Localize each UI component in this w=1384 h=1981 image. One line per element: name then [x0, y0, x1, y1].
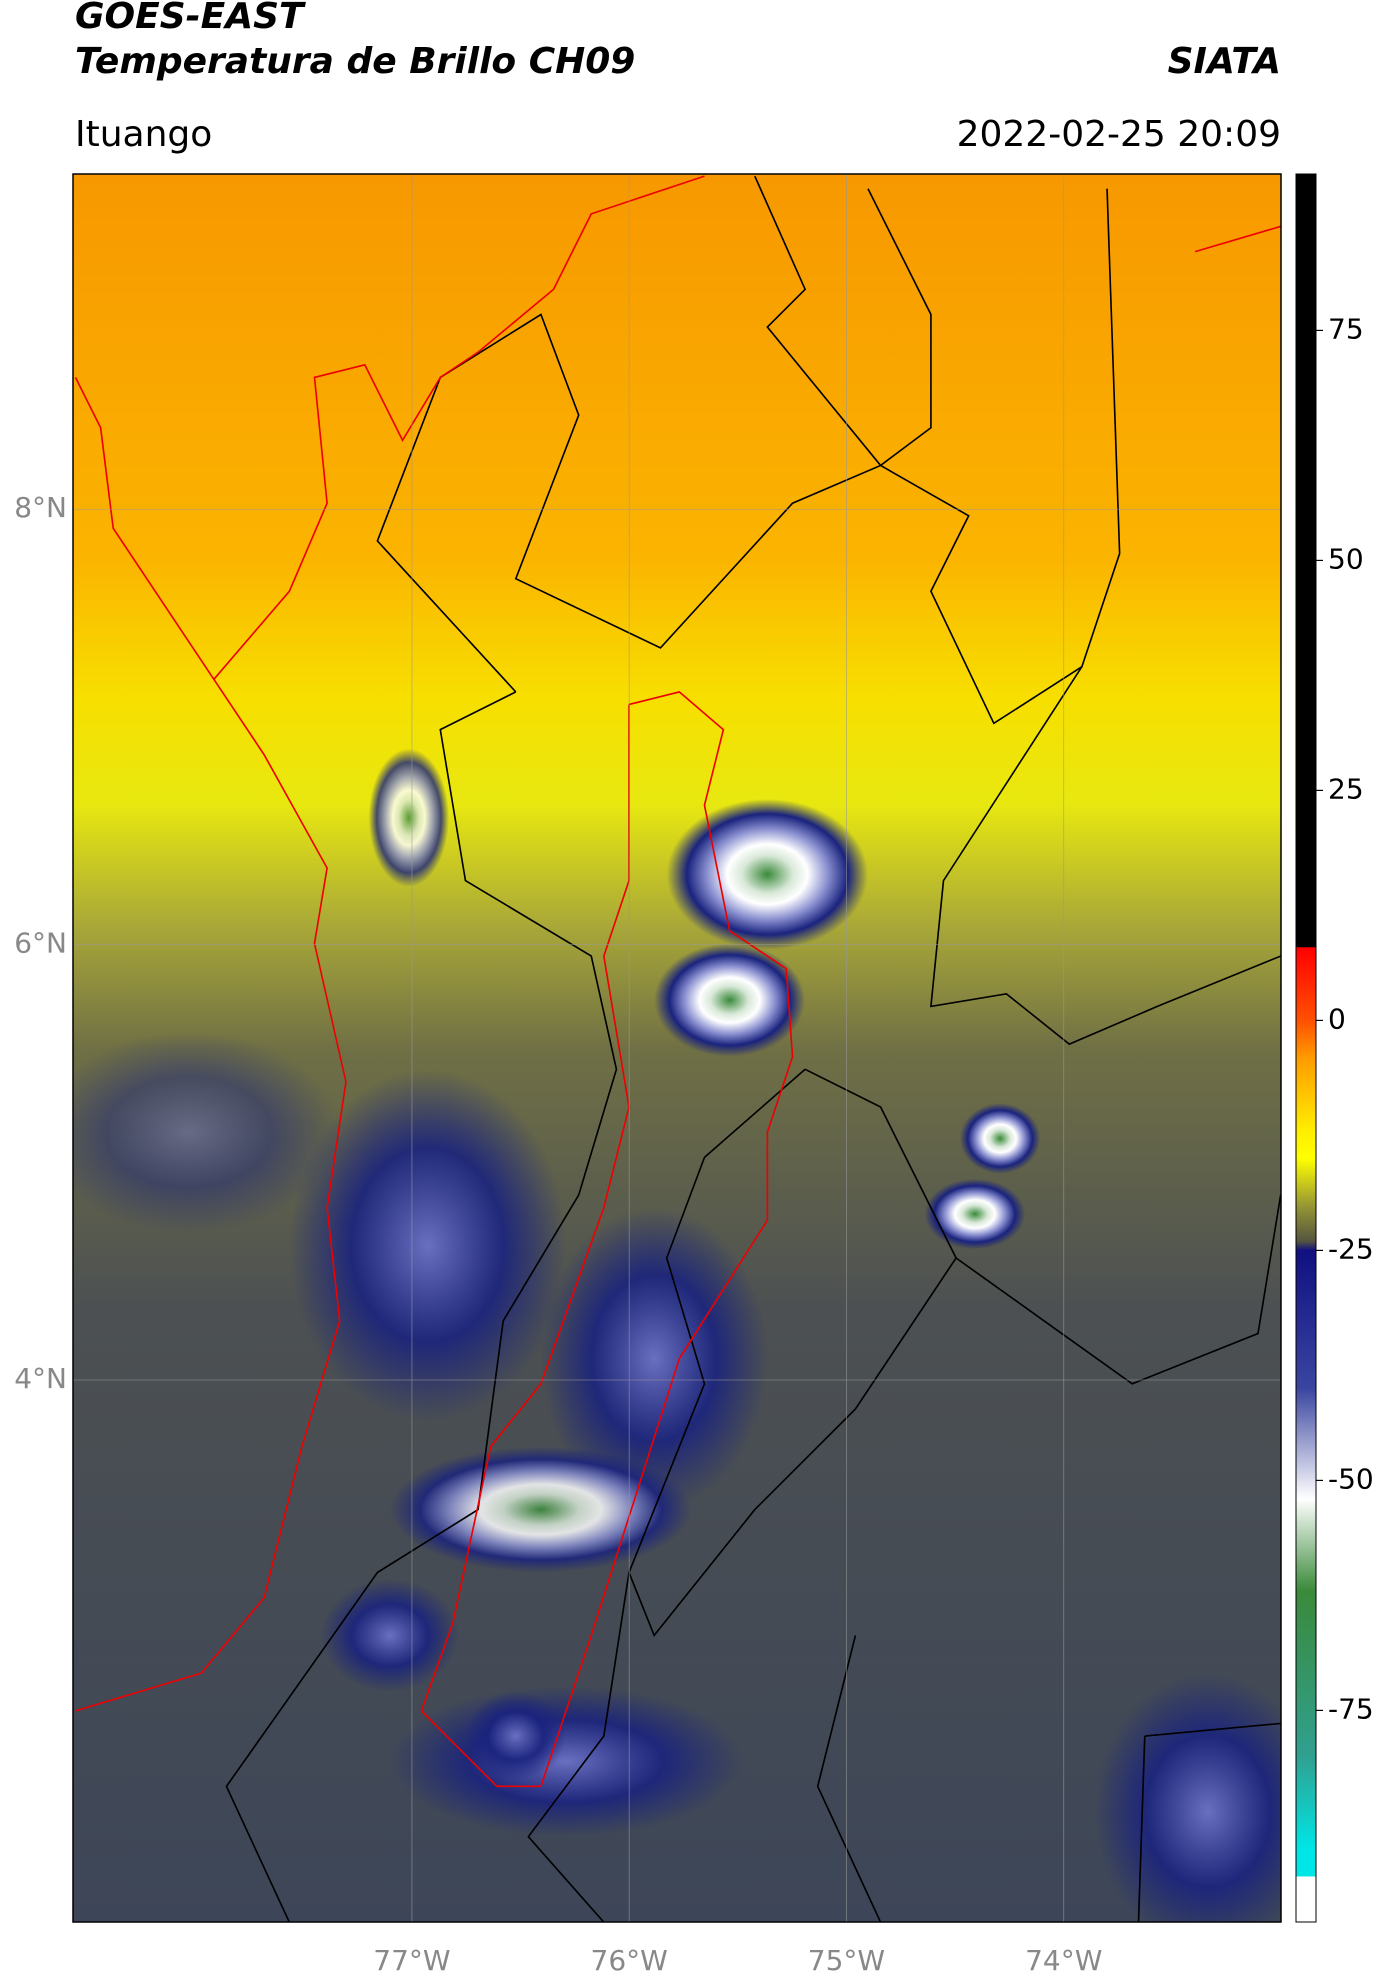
graticule [73, 174, 1281, 1922]
colorbar-tick-label: 75 [1328, 312, 1364, 345]
map-frame [72, 173, 1282, 1923]
colorbar [1295, 173, 1317, 1923]
lat-tick-label: 8°N [14, 491, 67, 524]
lon-tick-label: 76°W [591, 1944, 668, 1977]
agency: SIATA [1168, 41, 1281, 82]
map-image [73, 174, 1281, 1922]
lon-tick-label: 77°W [373, 1944, 450, 1977]
satellite: GOES-EAST [75, 0, 306, 37]
lat-tick-label: 6°N [14, 927, 67, 960]
datetime: 2022-02-25 20:09 [957, 114, 1281, 155]
colorbar-tick-label: -25 [1328, 1232, 1374, 1265]
lon-tick-label: 74°W [1025, 1944, 1102, 1977]
product: Temperatura de Brillo CH09 [75, 41, 635, 82]
colorbar-tick-label: -50 [1328, 1462, 1374, 1495]
colorbar-tick-label: -75 [1328, 1692, 1374, 1725]
lat-tick-label: 4°N [14, 1362, 67, 1395]
colorbar-tick-label: 50 [1328, 542, 1364, 575]
colorbar-tick-label: 25 [1328, 772, 1364, 805]
colorbar-tick-label: 0 [1328, 1002, 1346, 1035]
region: Ituango [75, 114, 212, 155]
lon-tick-label: 75°W [808, 1944, 885, 1977]
